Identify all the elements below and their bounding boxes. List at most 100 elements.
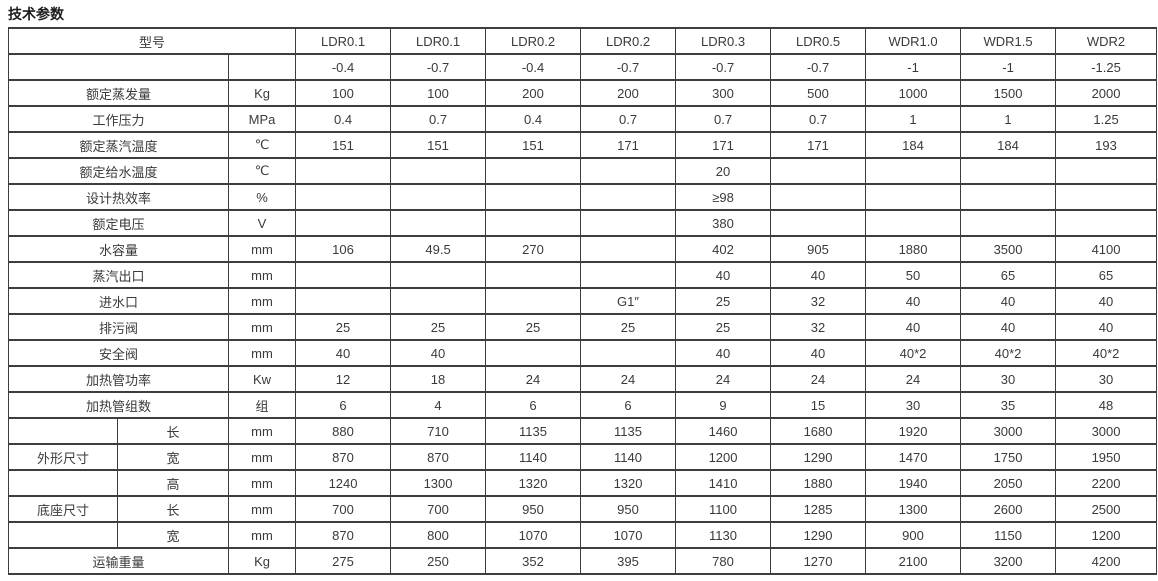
value-cell: 40 bbox=[770, 261, 867, 289]
value-cell: 184 bbox=[865, 131, 962, 159]
value-cell bbox=[580, 235, 677, 263]
value-cell: 32 bbox=[770, 287, 867, 315]
value-cell: 3200 bbox=[960, 547, 1057, 575]
value-cell: 710 bbox=[390, 417, 487, 445]
value-cell: 275 bbox=[295, 547, 392, 575]
table-row: 工作压力 MPa 0.4 0.7 0.4 0.7 0.7 0.7 1 1 1.25 bbox=[8, 105, 1158, 133]
value-cell bbox=[580, 261, 677, 289]
row-label-cell: 设计热效率 bbox=[8, 183, 229, 211]
value-cell: 905 bbox=[770, 235, 867, 263]
value-cell bbox=[295, 209, 392, 237]
value-cell: 30 bbox=[960, 365, 1057, 393]
table-row: 额定给水温度 ℃ 20 bbox=[8, 157, 1158, 185]
value-cell: 30 bbox=[1055, 365, 1158, 393]
value-cell: G1″ bbox=[580, 287, 677, 315]
value-cell bbox=[390, 157, 487, 185]
value-cell: ≥98 bbox=[675, 183, 772, 211]
value-cell: 1135 bbox=[485, 417, 582, 445]
value-cell: 1320 bbox=[485, 469, 582, 497]
value-cell: 870 bbox=[390, 443, 487, 471]
model-header-cell: LDR0.3 bbox=[675, 27, 772, 55]
value-cell: -1.25 bbox=[1055, 53, 1158, 81]
value-cell: 25 bbox=[485, 313, 582, 341]
value-cell: 500 bbox=[770, 79, 867, 107]
value-cell: 1290 bbox=[770, 443, 867, 471]
table-row: 进水口 mm G1″ 25 32 40 40 40 bbox=[8, 287, 1158, 315]
value-cell: 950 bbox=[485, 495, 582, 523]
row-label-cell: 外形尺寸 bbox=[8, 443, 118, 471]
dim-sublabel-cell: 宽 bbox=[117, 443, 229, 471]
value-cell bbox=[485, 209, 582, 237]
value-cell bbox=[390, 209, 487, 237]
model-header-cell: WDR2 bbox=[1055, 27, 1158, 55]
dim-sublabel-cell: 高 bbox=[117, 469, 229, 497]
page-title: 技术参数 bbox=[8, 6, 64, 22]
value-cell: 24 bbox=[485, 365, 582, 393]
value-cell bbox=[1055, 183, 1158, 211]
value-cell bbox=[770, 209, 867, 237]
value-cell bbox=[960, 157, 1057, 185]
value-cell bbox=[865, 183, 962, 211]
table-row: 排污阀 mm 25 25 25 25 25 32 40 40 40 bbox=[8, 313, 1158, 341]
model-header-cell: LDR0.2 bbox=[485, 27, 582, 55]
value-cell: 40*2 bbox=[865, 339, 962, 367]
value-cell: 40 bbox=[1055, 313, 1158, 341]
value-cell bbox=[770, 157, 867, 185]
value-cell bbox=[485, 287, 582, 315]
value-cell: 65 bbox=[960, 261, 1057, 289]
value-cell: 4100 bbox=[1055, 235, 1158, 263]
value-cell: 1750 bbox=[960, 443, 1057, 471]
value-cell bbox=[485, 261, 582, 289]
unit-cell: % bbox=[227, 183, 297, 211]
value-cell bbox=[390, 183, 487, 211]
table-row: -0.4 -0.7 -0.4 -0.7 -0.7 -0.7 -1 -1 -1.25 bbox=[8, 53, 1158, 81]
row-label-cell: 进水口 bbox=[8, 287, 229, 315]
value-cell: 200 bbox=[485, 79, 582, 107]
value-cell: 151 bbox=[390, 131, 487, 159]
value-cell: 25 bbox=[675, 313, 772, 341]
table-row: 加热管功率 Kw 12 18 24 24 24 24 24 30 30 bbox=[8, 365, 1158, 393]
value-cell bbox=[1055, 209, 1158, 237]
value-cell: 100 bbox=[295, 79, 392, 107]
value-cell: 171 bbox=[580, 131, 677, 159]
dim-sublabel-cell: 宽 bbox=[117, 521, 229, 549]
value-cell: 0.7 bbox=[770, 105, 867, 133]
value-cell: 1070 bbox=[580, 521, 677, 549]
row-label-cell: 工作压力 bbox=[8, 105, 229, 133]
row-label-cell bbox=[8, 417, 118, 445]
table-row: 额定电压 V 380 bbox=[8, 209, 1158, 237]
model-header-cell: LDR0.2 bbox=[580, 27, 677, 55]
row-label-cell: 加热管组数 bbox=[8, 391, 229, 419]
table-row: 长 mm 880 710 1135 1135 1460 1680 1920 3000 3000 bbox=[8, 417, 1158, 445]
value-cell bbox=[295, 261, 392, 289]
value-cell bbox=[485, 339, 582, 367]
value-cell: 1300 bbox=[865, 495, 962, 523]
value-cell: 395 bbox=[580, 547, 677, 575]
value-cell: 40*2 bbox=[1055, 339, 1158, 367]
table-row: 额定蒸汽温度 ℃ 151 151 151 171 171 171 184 184 193 bbox=[8, 131, 1158, 159]
value-cell: 1.25 bbox=[1055, 105, 1158, 133]
row-label-cell bbox=[8, 521, 118, 549]
value-cell: 193 bbox=[1055, 131, 1158, 159]
value-cell: 106 bbox=[295, 235, 392, 263]
row-label-cell: 额定给水温度 bbox=[8, 157, 229, 185]
value-cell: 151 bbox=[295, 131, 392, 159]
model-header-cell: WDR1.5 bbox=[960, 27, 1057, 55]
value-cell: 24 bbox=[865, 365, 962, 393]
value-cell: 1920 bbox=[865, 417, 962, 445]
value-cell: 4200 bbox=[1055, 547, 1158, 575]
value-cell: 1 bbox=[865, 105, 962, 133]
value-cell: 1130 bbox=[675, 521, 772, 549]
model-header-cell: LDR0.1 bbox=[390, 27, 487, 55]
value-cell: 4 bbox=[390, 391, 487, 419]
value-cell bbox=[865, 209, 962, 237]
row-label-cell: 底座尺寸 bbox=[8, 495, 118, 523]
value-cell: 2100 bbox=[865, 547, 962, 575]
tech-table-body: 型号 LDR0.1 LDR0.1 LDR0.2 LDR0.2 LDR0.3 LDR0.5 WD… bbox=[7, 27, 1158, 575]
value-cell: 0.7 bbox=[580, 105, 677, 133]
unit-cell: Kg bbox=[227, 547, 297, 575]
row-label-cell: 排污阀 bbox=[8, 313, 229, 341]
value-cell: 900 bbox=[865, 521, 962, 549]
value-cell bbox=[770, 183, 867, 211]
